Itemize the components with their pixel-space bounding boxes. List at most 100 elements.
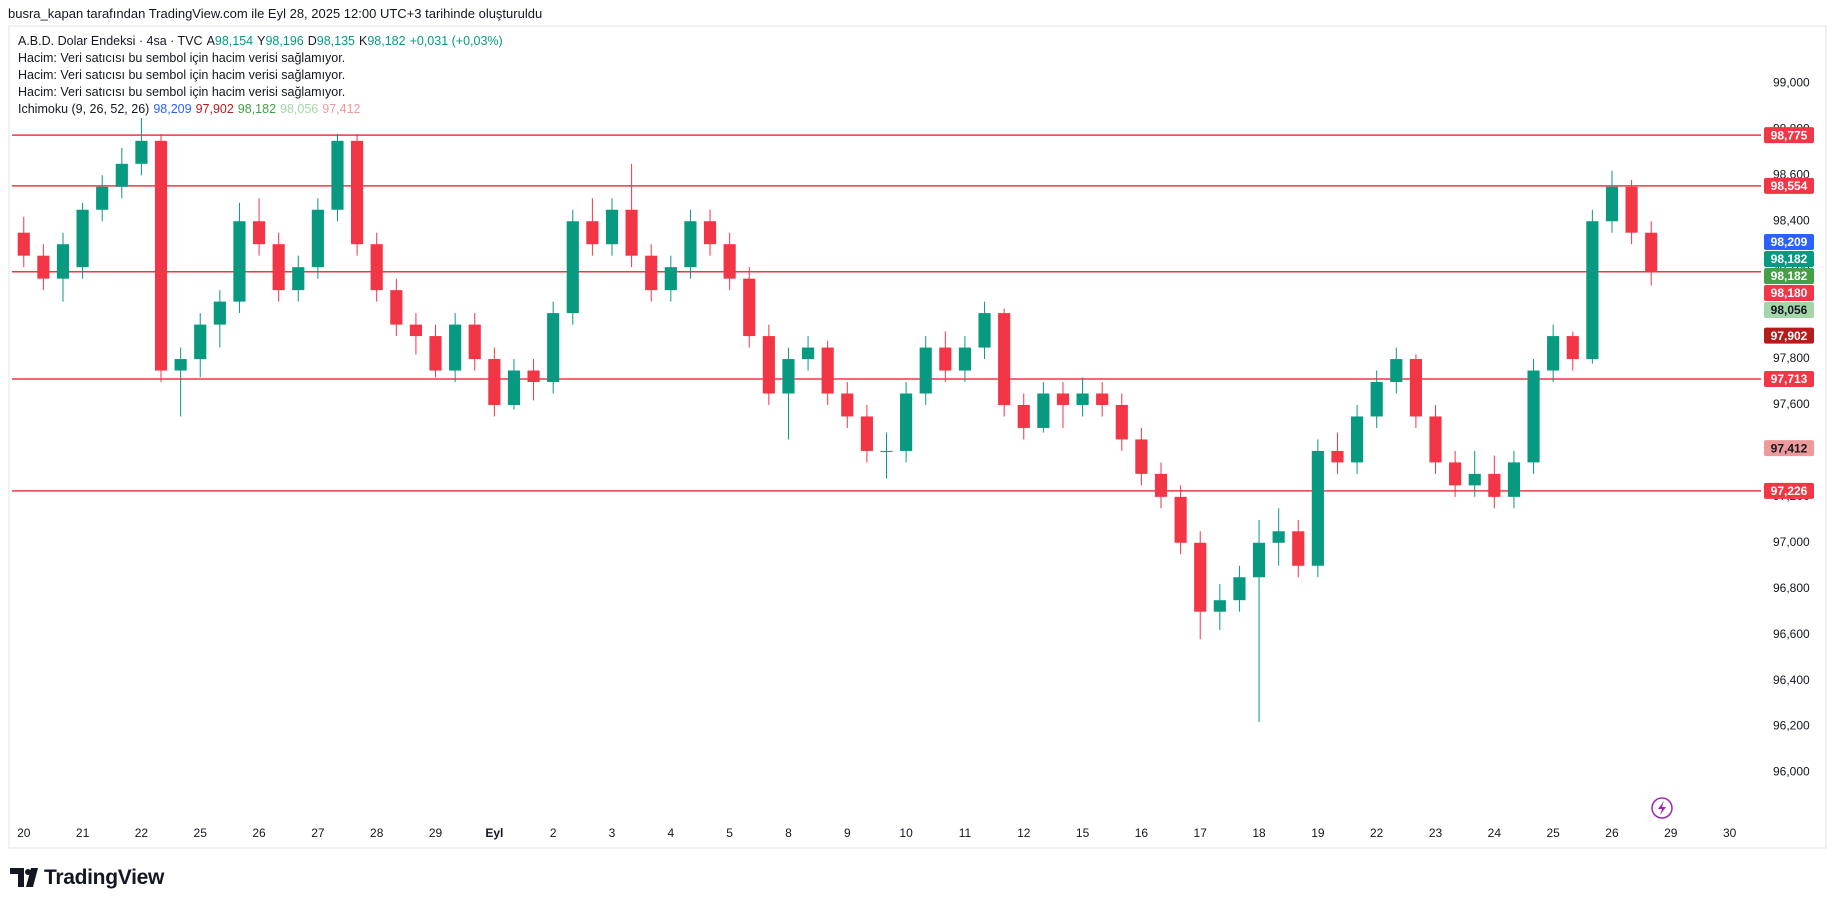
candle-body bbox=[664, 267, 677, 291]
x-tick-label: 18 bbox=[1252, 826, 1266, 840]
candle-body bbox=[625, 209, 638, 256]
x-tick-label: 20 bbox=[17, 826, 31, 840]
price-tag-label: 98,180 bbox=[1771, 286, 1808, 300]
candle-body bbox=[1135, 439, 1148, 474]
candle-body bbox=[645, 255, 658, 291]
candle-body bbox=[331, 140, 344, 210]
price-tag-label: 98,209 bbox=[1771, 235, 1808, 249]
candle-body bbox=[429, 336, 442, 371]
candle-body bbox=[1507, 462, 1521, 497]
legend-value: 98,182 bbox=[367, 34, 406, 48]
candle-body bbox=[841, 393, 854, 417]
candle-body bbox=[37, 255, 50, 279]
candle-body bbox=[213, 301, 226, 325]
candle-body bbox=[1468, 473, 1481, 486]
y-tick-label: 97,000 bbox=[1773, 535, 1810, 549]
candle-body bbox=[1547, 336, 1560, 371]
legend-value: +0,031 (+0,03%) bbox=[409, 34, 503, 48]
price-tag-label: 98,554 bbox=[1771, 179, 1808, 193]
candle-body bbox=[723, 244, 736, 279]
legend-value: D bbox=[307, 34, 317, 48]
header: busra_kapan tarafından TradingView.com i… bbox=[8, 6, 543, 21]
x-tick-label: 12 bbox=[1017, 826, 1031, 840]
candle-body bbox=[801, 347, 815, 360]
candle-body bbox=[703, 221, 717, 245]
candle-body bbox=[1409, 359, 1422, 417]
x-tick-label: 11 bbox=[959, 826, 972, 840]
symbol: A.B.D. Dolar Endeksi · 4sa · TVC bbox=[18, 34, 203, 48]
x-tick-label: 19 bbox=[1311, 826, 1325, 840]
candle-body bbox=[252, 221, 266, 245]
price-tag bbox=[1764, 284, 1814, 301]
price-tag-label: 97,713 bbox=[1771, 372, 1808, 386]
y-tick-label: 96,000 bbox=[1773, 765, 1810, 779]
candle-body bbox=[880, 450, 893, 452]
candle-body bbox=[586, 221, 599, 245]
candle-body bbox=[939, 347, 952, 371]
legend-value: 98,056 bbox=[280, 102, 319, 116]
legend-symbol-row: A.B.D. Dolar Endeksi · 4sa · TVC A98,154 Y… bbox=[18, 33, 507, 50]
price-tag bbox=[1764, 301, 1814, 318]
lightning-icon[interactable] bbox=[1651, 797, 1673, 819]
legend-value: 98,196 bbox=[265, 34, 304, 48]
candle-body bbox=[527, 370, 540, 383]
legend-value: 98,209 bbox=[153, 102, 192, 116]
candle-body bbox=[782, 359, 795, 394]
price-tag-label: 98,182 bbox=[1771, 269, 1808, 283]
x-tick-label: 28 bbox=[370, 826, 384, 840]
x-tick-label: Eyl bbox=[485, 826, 503, 840]
volume-note: Hacim: Veri satıcısı bu sembol için haci… bbox=[18, 51, 346, 65]
candle-body bbox=[1566, 336, 1579, 360]
candle-body bbox=[56, 244, 70, 279]
x-tick-label: 29 bbox=[1664, 826, 1678, 840]
price-tag-label: 98,056 bbox=[1771, 303, 1808, 317]
volume-note: Hacim: Veri satıcısı bu sembol için haci… bbox=[18, 68, 346, 82]
candle-body bbox=[194, 324, 207, 360]
candle-body bbox=[1174, 496, 1187, 543]
indicator: Ichimoku (9, 26, 52, 26) bbox=[18, 102, 150, 116]
candle-body bbox=[370, 244, 383, 291]
x-tick-label: 26 bbox=[252, 826, 266, 840]
candle-body bbox=[1311, 450, 1324, 566]
candle-body bbox=[1449, 462, 1462, 486]
x-tick-label: 22 bbox=[1370, 826, 1384, 840]
candle-body bbox=[1527, 370, 1540, 463]
x-tick-label: 8 bbox=[785, 826, 792, 840]
candle-body bbox=[1586, 221, 1599, 360]
x-tick-label: 2 bbox=[550, 826, 557, 840]
price-tag-label: 98,182 bbox=[1771, 252, 1808, 266]
candle-body bbox=[17, 232, 30, 256]
y-tick-label: 97,800 bbox=[1773, 351, 1810, 365]
candle-body bbox=[468, 324, 481, 360]
price-tag-label: 97,902 bbox=[1771, 329, 1808, 343]
x-tick-label: 4 bbox=[667, 826, 674, 840]
candle-body bbox=[1252, 542, 1266, 578]
candle-body bbox=[821, 347, 834, 394]
brand: TradingView bbox=[44, 866, 165, 889]
price-tag-label: 97,226 bbox=[1771, 484, 1808, 498]
price-tag-label: 98,775 bbox=[1771, 128, 1808, 142]
brand-logo bbox=[10, 868, 38, 887]
legend-value: 97,902 bbox=[195, 102, 234, 116]
candle-body bbox=[684, 221, 697, 268]
x-tick-label: 16 bbox=[1135, 826, 1149, 840]
candle-body bbox=[76, 209, 89, 268]
candle-body bbox=[135, 140, 148, 164]
candle-body bbox=[154, 140, 168, 371]
x-tick-label: 10 bbox=[899, 826, 913, 840]
candle-body bbox=[1076, 393, 1089, 405]
y-tick-label: 96,600 bbox=[1773, 627, 1810, 641]
price-tag bbox=[1764, 233, 1814, 250]
price-tag bbox=[1764, 440, 1814, 457]
x-tick-label: 29 bbox=[429, 826, 443, 840]
y-tick-label: 98,400 bbox=[1773, 213, 1810, 227]
x-tick-label: 3 bbox=[609, 826, 616, 840]
candle-body bbox=[1272, 531, 1285, 543]
x-tick-label: 15 bbox=[1076, 826, 1090, 840]
x-tick-label: 17 bbox=[1194, 826, 1208, 840]
price-tag bbox=[1764, 267, 1814, 284]
legend-value: 97,412 bbox=[322, 102, 361, 116]
legend-value: 98,135 bbox=[316, 34, 355, 48]
x-tick-label: 5 bbox=[726, 826, 733, 840]
